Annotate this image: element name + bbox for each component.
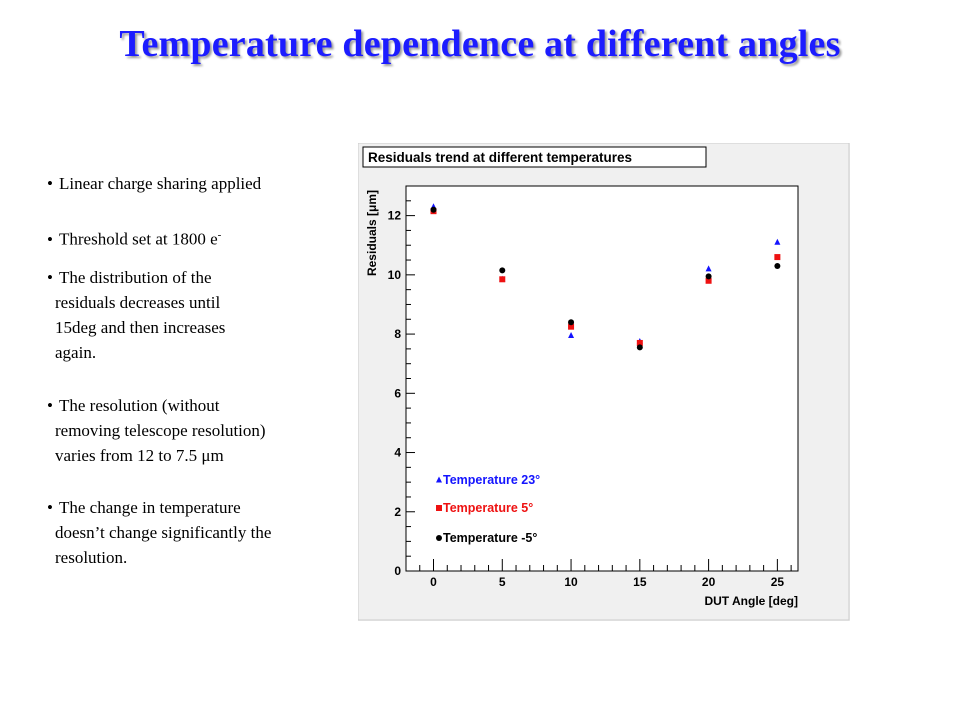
legend-label: Temperature 5° (443, 501, 533, 515)
data-point-square (774, 254, 781, 261)
y-tick-label: 0 (394, 564, 401, 578)
bullet-temperature-change: • The change in temperature doesn’t chang… (47, 495, 347, 570)
x-tick-label: 5 (499, 575, 506, 589)
bullet-line: resolution. (55, 548, 128, 567)
legend-label: Temperature 23° (443, 473, 540, 487)
bullet-text: Threshold set at 1800 e (59, 229, 218, 249)
data-point-triangle (568, 332, 575, 339)
data-point-triangle (705, 265, 712, 272)
superscript-minus: - (217, 229, 222, 241)
data-points (430, 203, 781, 351)
y-axis-label: Residuals [μm] (365, 190, 379, 276)
bullet-distribution: • The distribution of the residuals decre… (47, 265, 347, 365)
legend-marker-triangle (436, 476, 442, 483)
data-point-circle (774, 262, 781, 269)
data-point-square (636, 339, 643, 346)
bullet-line: removing telescope resolution) (55, 421, 266, 440)
residuals-chart: Residuals trend at different temperature… (358, 143, 850, 621)
plot-frame (405, 185, 799, 572)
x-tick-label: 20 (702, 575, 716, 589)
bullet-line: residuals decreases until (55, 293, 221, 312)
data-point-triangle (774, 238, 781, 245)
bullet-line: doesn’t change significantly the (55, 523, 272, 542)
y-tick-label: 2 (394, 505, 401, 519)
y-tick-label: 4 (394, 446, 401, 460)
data-point-square (705, 277, 712, 284)
canvas-border (358, 143, 850, 621)
bullet-line: The resolution (without (59, 396, 220, 415)
x-tick-label: 10 (564, 575, 578, 589)
x-axis-label: DUT Angle [deg] (704, 594, 798, 608)
y-tick-label: 8 (394, 327, 401, 341)
x-tick-label: 25 (771, 575, 785, 589)
legend-marker-square (436, 505, 442, 511)
legend: Temperature 23° Temperature 5° Temperature… (436, 473, 540, 545)
bullet-line: The change in temperature (59, 498, 241, 517)
bullet-resolution: • The resolution (without removing telesc… (47, 393, 347, 468)
y-tick-label: 10 (388, 268, 402, 282)
y-tick-label: 6 (394, 386, 401, 400)
bullet-text: Linear charge sharing applied (59, 174, 262, 193)
data-point-circle (705, 273, 712, 280)
chart-title-box (362, 146, 707, 168)
data-point-circle (568, 319, 575, 326)
x-tick-label: 0 (430, 575, 437, 589)
bullet-line: again. (55, 343, 97, 362)
data-point-square (499, 276, 506, 283)
chart-title: Residuals trend at different temperature… (368, 150, 632, 165)
data-point-circle (499, 267, 506, 274)
slide-title: Temperature dependence at different angl… (119, 23, 841, 65)
bullet-charge-sharing: • Linear charge sharing applied (47, 174, 262, 193)
data-point-circle (430, 206, 437, 213)
bullet-threshold: • Threshold set at 1800 e- (47, 229, 222, 249)
bullet-line: 15deg and then increases (55, 318, 226, 337)
x-tick-label: 15 (633, 575, 647, 589)
bullet-line: varies from 12 to 7.5 μm (55, 446, 224, 465)
axes: 0 2 4 6 8 10 12 0 5 10 15 20 25 (388, 185, 792, 589)
data-point-circle (636, 344, 643, 351)
bullet-line: The distribution of the (59, 268, 212, 287)
legend-marker-circle (436, 535, 442, 541)
data-point-square (568, 323, 575, 330)
legend-label: Temperature -5° (443, 531, 537, 545)
y-tick-label: 12 (388, 209, 402, 223)
